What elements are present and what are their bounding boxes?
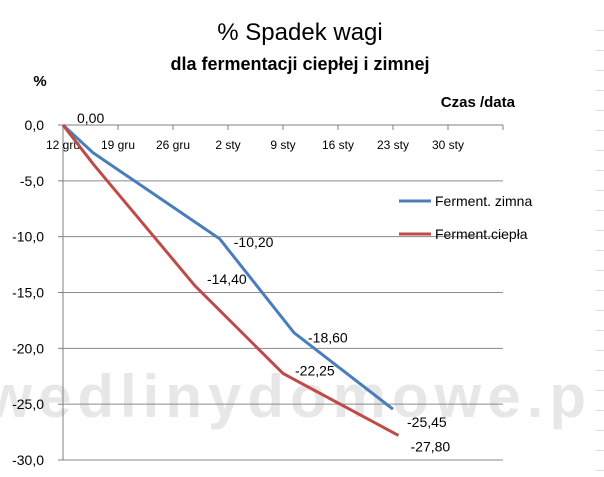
- series-lines: [61, 123, 400, 437]
- legend-label: Ferment.ciepła: [435, 226, 528, 242]
- axes: [58, 124, 504, 461]
- y-axis-title: %: [33, 73, 46, 90]
- y-tick-label: -25,0: [12, 396, 44, 412]
- data-labels: 0,00 -10,20 -18,60 -25,45 -14,40 -22,25 -27,80: [77, 110, 450, 454]
- data-label: -10,20: [234, 234, 274, 250]
- y-tick-label: -5,0: [20, 173, 44, 189]
- series-line: [61, 124, 400, 437]
- data-label: -18,60: [308, 330, 348, 346]
- y-tick-label: 0,0: [25, 117, 45, 133]
- x-tick-label: 12 gru: [46, 138, 80, 152]
- data-label: 0,00: [77, 110, 104, 126]
- legend-label: Ferment. zimna: [435, 193, 532, 209]
- x-tick-label: 2 sty: [215, 138, 240, 152]
- y-tick-labels: 0,0 -5,0 -10,0 -15,0 -20,0 -25,0 -30,0: [12, 117, 44, 468]
- series-line: [61, 123, 394, 411]
- data-label: -14,40: [207, 271, 247, 287]
- chart-title: % Spadek wagi: [217, 19, 382, 46]
- data-label: -22,25: [295, 362, 335, 378]
- x-axis-title: Czas /data: [441, 94, 516, 111]
- x-tick-label: 23 sty: [377, 138, 409, 152]
- y-tick-label: -30,0: [12, 452, 44, 468]
- x-tick-label: 30 sty: [432, 138, 464, 152]
- data-label: -25,45: [407, 414, 447, 430]
- frame-edge: [596, 30, 604, 477]
- legend: Ferment. zimna Ferment.ciepła: [399, 193, 532, 242]
- y-tick-label: -20,0: [12, 340, 44, 356]
- y-tick-label: -15,0: [12, 285, 44, 301]
- x-tick-labels: 12 gru 19 gru 26 gru 2 sty 9 sty 16 sty 23 sty…: [46, 138, 464, 152]
- x-tick-label: 9 sty: [270, 138, 295, 152]
- chart-subtitle: dla fermentacji ciepłej i zimnej: [170, 54, 429, 74]
- x-tick-label: 16 sty: [322, 138, 354, 152]
- x-tick-label: 19 gru: [101, 138, 135, 152]
- data-label: -27,80: [411, 438, 451, 454]
- y-tick-label: -10,0: [12, 229, 44, 245]
- watermark-text: wedlinydomowe.pl: [0, 363, 604, 430]
- x-tick-label: 26 gru: [156, 138, 190, 152]
